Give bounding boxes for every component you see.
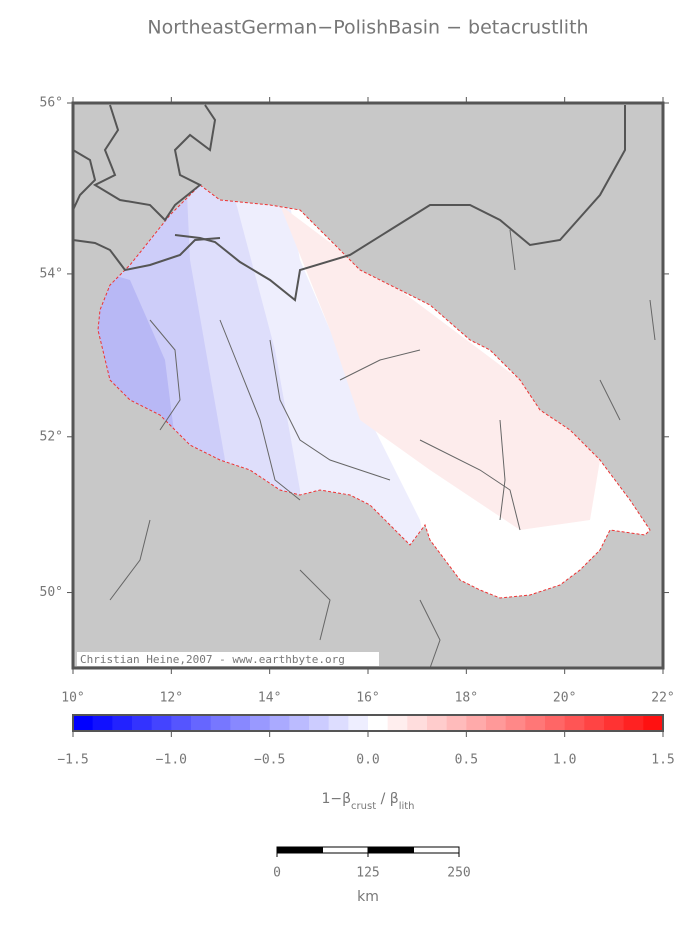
colorbar-swatch [348,715,369,731]
colorbar-label-part: 1−β [321,791,351,807]
colorbar-swatch [505,715,526,731]
colorbar-label: 1−βcrust / βlith [321,791,414,812]
colorbar-swatch [250,715,271,731]
colorbar-swatch [210,715,231,731]
colorbar-label-part: / β [376,791,399,807]
colorbar-swatch [407,715,428,731]
coastlines [72,104,626,302]
rivers [109,229,656,669]
scale-tick-label: 125 [356,866,379,881]
lat-tick-label: 54° [40,266,63,281]
colorbar-tick-label: −1.5 [57,753,88,768]
colorbar-tick-label: 0.5 [455,753,478,768]
colorbar-swatch [73,715,94,731]
colorbar-swatch [191,715,212,731]
lon-tick-label: 14° [258,691,281,706]
colorbar-tick-label: −1.0 [156,753,187,768]
colorbar-tick-label: 1.0 [553,753,576,768]
colorbar-swatch [604,715,625,731]
scale-bar [276,846,460,854]
lon-tick-label: 18° [455,691,478,706]
lat-tick-label: 56° [40,96,63,111]
colorbar-swatch [584,715,605,731]
colorbar-swatch [368,715,389,731]
lon-tick-label: 10° [61,691,84,706]
lon-tick-label: 22° [651,691,674,706]
colorbar-swatch [289,715,310,731]
colorbar-swatch [446,715,467,731]
colorbar-tick-label: −0.5 [254,753,285,768]
colorbar-swatch [92,715,113,731]
colorbar-label-part: lith [399,801,415,812]
lon-tick-label: 20° [553,691,576,706]
colorbar-swatch [427,715,448,731]
colorbar-label-part: crust [351,801,376,812]
colorbar-swatch [151,715,172,731]
colorbar-tick-label: 0.0 [356,753,379,768]
title: NortheastGerman−PolishBasin − betacrustl… [147,17,588,39]
colorbar-swatch [387,715,408,731]
lon-tick-label: 16° [356,691,379,706]
colorbar-swatch [623,715,644,731]
colorbar-swatch [230,715,251,731]
colorbar-swatch [309,715,330,731]
colorbar [73,715,664,731]
lat-tick-label: 52° [40,429,63,444]
colorbar-swatch [132,715,153,731]
colorbar-swatch [486,715,507,731]
colorbar-swatch [328,715,349,731]
credit: Christian Heine,2007 - www.earthbyte.org [80,653,345,666]
colorbar-swatch [643,715,664,731]
scale-tick-label: 250 [447,866,470,881]
colorbar-swatch [112,715,133,731]
lon-tick-label: 12° [160,691,183,706]
scale-unit: km [357,889,379,905]
credit-box [77,652,379,666]
lat-tick-label: 50° [40,585,63,600]
colorbar-swatch [269,715,290,731]
colorbar-swatch [466,715,487,731]
colorbar-swatch [525,715,546,731]
colorbar-swatch [171,715,192,731]
scale-tick-label: 0 [273,866,281,881]
colorbar-swatch [545,715,566,731]
colorbar-tick-label: 1.5 [651,753,674,768]
colorbar-swatch [564,715,585,731]
